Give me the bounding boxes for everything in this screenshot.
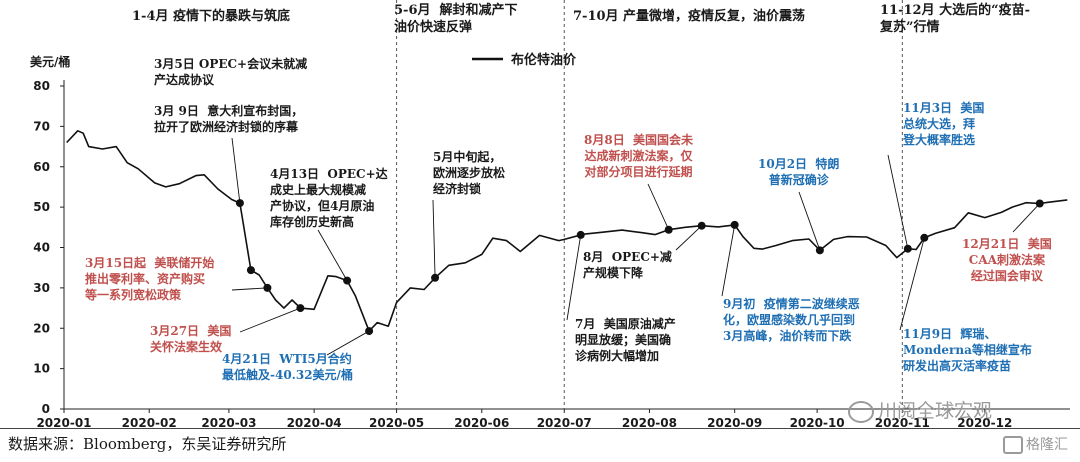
y-tick-label: 0 xyxy=(42,402,50,416)
event-marker xyxy=(246,266,255,275)
x-tick-label: 2020-05 xyxy=(369,416,424,430)
source-divider xyxy=(0,428,1080,429)
annotation-leader-line xyxy=(887,154,909,249)
wechat-icon xyxy=(848,400,874,423)
annotation-mar9-italy: 3月 9日 意大利宣布封国， 拉开了欧洲经济封锁的序幕 xyxy=(154,104,304,134)
annotation-leader-line xyxy=(798,191,821,251)
annotation-dec21-caa: 12月21日 美国 CAA刺激法案 经过国会审议 xyxy=(962,237,1052,283)
series-line-brent xyxy=(66,130,1068,332)
annotation-leader-line xyxy=(231,137,241,204)
x-tick-label: 2020-02 xyxy=(122,416,177,430)
annotation-leader-line xyxy=(899,237,925,331)
annotation-mar15-fed: 3月15日起 美联储开始 推出零利率、资产购买 等一系列宽松政策 xyxy=(85,256,215,302)
annotation-nov3-election: 11月3日 美国 总统大选，拜 登大概率胜选 xyxy=(903,101,985,147)
y-tick-label: 50 xyxy=(33,200,50,214)
x-tick-label: 2020-07 xyxy=(537,416,592,430)
annotation-oct2-trump: 10月2日 特朗 普新冠确诊 xyxy=(758,157,840,187)
x-tick-label: 2020-11 xyxy=(875,416,930,430)
x-tick-label: 2020-01 xyxy=(36,416,91,430)
x-tick-label: 2020-08 xyxy=(622,416,677,430)
phase-title-jul-oct: 7-10月 产量微增，疫情反复，油价震荡 xyxy=(573,9,806,24)
annotation-jul-us-crude: 7月 美国原油减产 明显放缓；美国确 诊病例大幅增加 xyxy=(575,317,676,363)
x-tick-label: 2020-04 xyxy=(287,416,342,430)
logo-icon xyxy=(1003,436,1023,454)
annotation-leader-line xyxy=(1012,203,1041,233)
watermark-logo: 格隆汇 xyxy=(1003,434,1068,454)
annotation-may-europe: 5月中旬起， 欧洲逐步放松 经济封锁 xyxy=(433,150,506,196)
phase-title-may-jun: 5-6月 解封和减产下 油价快速反弹 xyxy=(394,3,518,35)
annotation-leader-line xyxy=(721,224,736,297)
y-tick-label: 70 xyxy=(33,119,50,133)
annotation-leader-line xyxy=(675,225,702,251)
phase-title-jan-apr: 1-4月 疫情下的暴跌与筑底 xyxy=(132,9,291,24)
annotation-leader-line xyxy=(647,183,670,230)
y-tick-label: 30 xyxy=(33,281,50,295)
watermark-account: 川阅全球宏观 xyxy=(848,396,992,423)
y-tick-label: 80 xyxy=(33,79,50,93)
x-tick-label: 2020-03 xyxy=(201,416,256,430)
x-tick-label: 2020-06 xyxy=(454,416,509,430)
annotation-aug-opec-cut: 8月 OPEC+减 产规模下降 xyxy=(583,250,672,280)
annotation-aug8-congress: 8月8日 美国国会未 达成新刺激法案，仅 对部分项目进行延期 xyxy=(584,133,694,179)
y-tick-label: 10 xyxy=(33,362,50,376)
annotation-mar27-cares: 3月27日 美国 关怀法案生效 xyxy=(150,324,232,354)
y-tick-label: 40 xyxy=(33,241,50,255)
annotation-leader-line xyxy=(239,307,301,333)
annotation-apr21-wti: 4月21日 WTI5月合约 最低触及-40.32美元/桶 xyxy=(222,352,353,382)
x-tick-label: 2020-09 xyxy=(707,416,762,430)
annotation-leader-line xyxy=(432,199,436,278)
source-note: 数据来源：Bloomberg，东吴证券研究所 xyxy=(8,435,287,453)
legend-label: 布伦特油价 xyxy=(511,52,577,68)
annotation-leader-line xyxy=(326,330,370,356)
phase-title-nov-dec: 11-12月 大选后的“疫苗- 复苏”行情 xyxy=(880,3,1030,35)
annotation-leader-line xyxy=(566,234,582,321)
x-tick-label: 2020-12 xyxy=(957,416,1012,430)
annotation-apr13-opec: 4月13日 OPEC+达 成史上最大规模减 产协议，但4月原油 库存创历史新高 xyxy=(270,167,388,229)
annotation-sep-second-wave: 9月初 疫情第二波继续恶 化，欧盟感染数几乎回到 3月高峰，油价转而下跌 xyxy=(723,297,860,343)
y-tick-label: 20 xyxy=(33,321,50,335)
x-tick-label: 2020-10 xyxy=(790,416,845,430)
y-tick-label: 60 xyxy=(33,160,50,174)
annotation-leader-line xyxy=(231,287,268,291)
annotation-leader-line xyxy=(317,229,348,281)
annotation-mar5-opec: 3月5日 OPEC+会议未就减 产达成协议 xyxy=(154,57,308,87)
y-axis-label: 美元/桶 xyxy=(30,54,70,69)
annotation-nov9-vaccine: 11月9日 辉瑞、 Monderna等相继宣布 研发出高灭活率疫苗 xyxy=(903,327,1032,373)
